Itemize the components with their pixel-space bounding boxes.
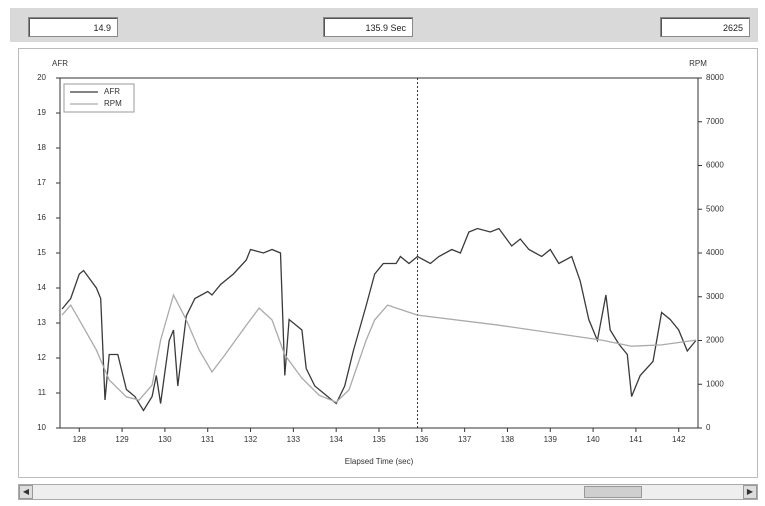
legend-box	[63, 83, 135, 113]
scroll-right[interactable]: ▶	[743, 485, 757, 499]
x-tick-label: 133	[287, 435, 301, 444]
series-line	[61, 227, 697, 412]
x-tick-label: 131	[201, 435, 215, 444]
scroll-thumb[interactable]	[584, 486, 642, 498]
y-tick-label: 11	[38, 388, 47, 397]
series-line	[61, 293, 696, 403]
y-tick-label: 16	[37, 213, 46, 222]
x-tick-label: 129	[115, 435, 129, 444]
time-readout: 135.9 Sec	[323, 17, 413, 37]
rpm-readout: 2625	[660, 17, 750, 37]
legend-label: RPM	[104, 99, 122, 108]
x-tick-label: 136	[415, 435, 429, 444]
x-tick-label: 137	[458, 435, 472, 444]
y-axis-label: AFR	[52, 59, 68, 68]
x-tick-label: 140	[586, 435, 600, 444]
x-tick-label: 138	[501, 435, 515, 444]
scroll-left[interactable]: ◀	[19, 485, 33, 499]
x-tick-label: 139	[544, 435, 558, 444]
y2-axis-label: RPM	[689, 59, 707, 68]
y2-tick-label: 1000	[706, 379, 724, 388]
y2-tick-label: 5000	[706, 204, 724, 213]
y-tick-label: 13	[37, 318, 46, 327]
x-tick-label: 141	[629, 435, 643, 444]
y2-tick-label: 8000	[706, 73, 724, 82]
y-tick-label: 15	[37, 248, 46, 257]
y-tick-label: 18	[37, 143, 46, 152]
x-tick-label: 132	[244, 435, 258, 444]
y-tick-label: 17	[37, 178, 46, 187]
y2-tick-label: 4000	[706, 248, 724, 257]
y-tick-label: 20	[37, 73, 46, 82]
y-tick-label: 12	[37, 353, 46, 362]
y2-tick-label: 3000	[706, 292, 724, 301]
x-tick-label: 135	[372, 435, 386, 444]
afr-readout: 14.9	[28, 17, 118, 37]
x-tick-label: 134	[330, 435, 344, 444]
readout-bar: 14.9 135.9 Sec 2625	[10, 8, 758, 42]
y2-tick-label: 2000	[706, 336, 724, 345]
y-tick-label: 19	[37, 108, 46, 117]
y-tick-label: 10	[37, 423, 46, 432]
scrollbar[interactable]: ◀ ▶	[18, 484, 758, 500]
x-axis-label: Elapsed Time (sec)	[345, 457, 414, 466]
legend-label: AFR	[104, 87, 120, 96]
y-tick-label: 14	[37, 283, 46, 292]
x-tick-label: 128	[73, 435, 87, 444]
y2-tick-label: 6000	[706, 161, 724, 170]
chart: AFR RPM Elapsed Time (sec) 10 11 12 13 14 15 1…	[37, 59, 724, 466]
x-tick-label: 130	[158, 435, 172, 444]
y2-tick-label: 0	[706, 423, 711, 432]
x-tick-label: 142	[672, 435, 686, 444]
y2-tick-label: 7000	[706, 117, 724, 126]
